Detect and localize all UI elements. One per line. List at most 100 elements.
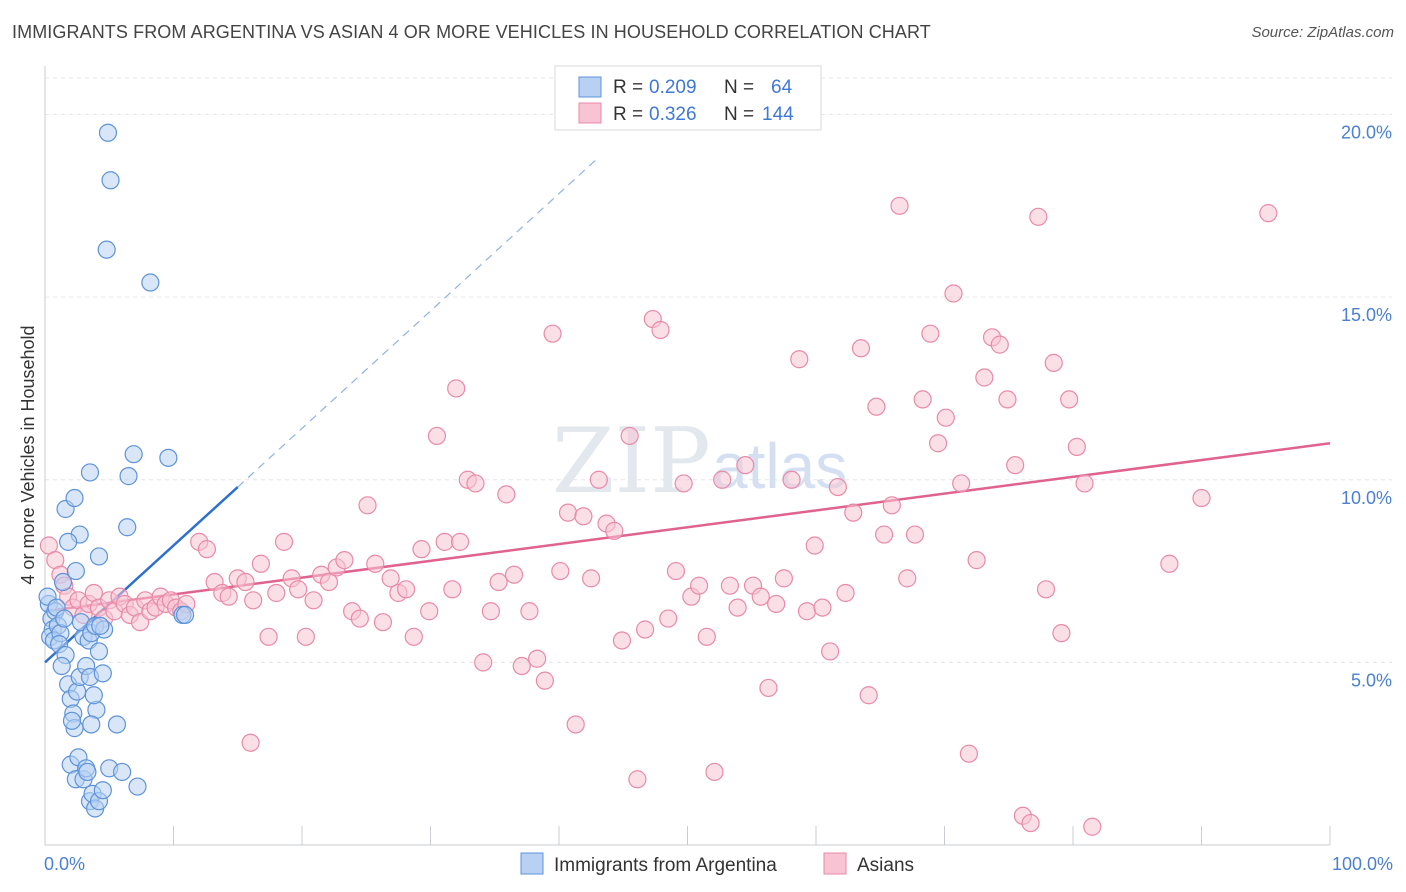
asian-point: [589, 470, 608, 489]
asian-point: [304, 591, 323, 610]
asian-point: [851, 339, 871, 358]
argentina-point: [128, 777, 147, 796]
asian-point: [720, 576, 740, 595]
watermark-zip: ZIP: [552, 409, 711, 514]
bottom-legend-label-argentina: Immigrants from Argentina: [554, 855, 777, 876]
asian-point: [859, 686, 878, 705]
asian-point: [959, 744, 979, 763]
asian-point: [497, 485, 516, 504]
argentina-point: [84, 686, 103, 705]
asian-point: [967, 551, 986, 570]
asian-point: [674, 474, 693, 493]
asian-point: [366, 554, 385, 573]
argentina-point: [141, 273, 160, 292]
asian-point: [844, 503, 863, 522]
argentina-point: [119, 467, 138, 486]
data-points: [38, 123, 1278, 836]
asian-point: [381, 569, 400, 588]
asian-point: [1259, 204, 1278, 223]
asian-point: [728, 598, 747, 617]
tick-labels: 5.0% 10.0% 15.0% 20.0% 0.0% 100.0%: [44, 123, 1393, 874]
asian-point: [936, 408, 955, 427]
asian-point: [197, 540, 217, 559]
asian-point: [335, 551, 354, 570]
asian-point: [905, 525, 925, 544]
legend-n-label-2: N =: [724, 104, 754, 125]
asian-point: [913, 390, 932, 409]
asian-point: [689, 576, 709, 595]
asian-point: [396, 580, 416, 599]
y-tick-label: 10.0%: [1341, 488, 1392, 508]
asian-point: [259, 627, 278, 646]
legend-r-value-2: 0.326: [649, 104, 697, 125]
asian-point: [605, 521, 624, 540]
asian-point: [759, 678, 778, 698]
asian-point: [651, 320, 670, 340]
asian-point: [828, 477, 847, 497]
asian-point: [474, 653, 493, 672]
asian-point: [543, 324, 562, 343]
asian-point: [751, 587, 770, 606]
asian-point: [241, 733, 260, 752]
asian-point: [620, 426, 639, 446]
legend-r-label-2: R =: [613, 104, 643, 125]
y-axis-title: 4 or more Vehicles in Household: [18, 325, 38, 584]
asian-point: [551, 561, 570, 581]
argentina-point: [78, 762, 97, 782]
asian-point: [736, 456, 755, 475]
bottom-legend-label-asians: Asians: [857, 855, 914, 876]
asian-point: [412, 540, 431, 559]
asian-point: [404, 627, 423, 646]
asian-point: [836, 583, 855, 603]
argentina-point: [97, 240, 116, 259]
asian-point: [535, 671, 554, 690]
argentina-point: [98, 123, 118, 142]
legend-r-label-1: R =: [613, 77, 643, 98]
stats-legend: R = 0.209 N = 64 R = 0.326 N = 144: [554, 65, 822, 131]
asian-point: [805, 536, 824, 555]
argentina-point: [82, 715, 101, 734]
argentina-point: [65, 488, 84, 508]
asian-point: [882, 496, 901, 515]
asian-point: [466, 474, 485, 493]
legend-n-label-1: N =: [724, 77, 754, 98]
asian-point: [1083, 817, 1102, 836]
asian-point: [944, 284, 963, 303]
x-tick-label-left: 0.0%: [44, 854, 85, 874]
argentina-point: [89, 642, 109, 661]
asian-point: [481, 602, 500, 621]
asian-point: [1160, 554, 1179, 573]
legend-n-value-1: 64: [771, 77, 793, 98]
asian-point: [975, 368, 994, 387]
argentina-point: [66, 561, 85, 581]
asian-point: [296, 627, 315, 646]
asian-point: [921, 324, 940, 343]
asian-point: [952, 474, 971, 493]
argentina-point: [101, 171, 120, 190]
asian-point: [350, 609, 369, 628]
asian-point: [373, 613, 393, 632]
bottom-legend-swatch-pink: [823, 852, 847, 875]
argentina-point: [93, 781, 112, 800]
asian-point: [512, 656, 531, 676]
asian-point: [990, 335, 1009, 354]
asian-point: [219, 587, 238, 606]
legend-r-value-1: 0.209: [649, 77, 697, 98]
asian-point: [875, 525, 894, 544]
asian-point: [447, 379, 466, 398]
asian-point: [566, 715, 585, 734]
asian-point: [574, 507, 593, 526]
argentina-point: [159, 448, 178, 467]
legend-swatch-blue: [578, 76, 602, 98]
asian-point: [867, 397, 886, 416]
argentina-point: [59, 532, 78, 551]
argentina-point: [112, 762, 132, 782]
argentina-point: [53, 572, 73, 592]
argentina-point: [89, 547, 109, 566]
asian-point: [236, 572, 255, 592]
asian-point: [274, 532, 294, 551]
asian-point: [267, 583, 286, 603]
asian-point: [528, 649, 547, 668]
series-legend: Immigrants from Argentina Asians: [520, 852, 914, 876]
